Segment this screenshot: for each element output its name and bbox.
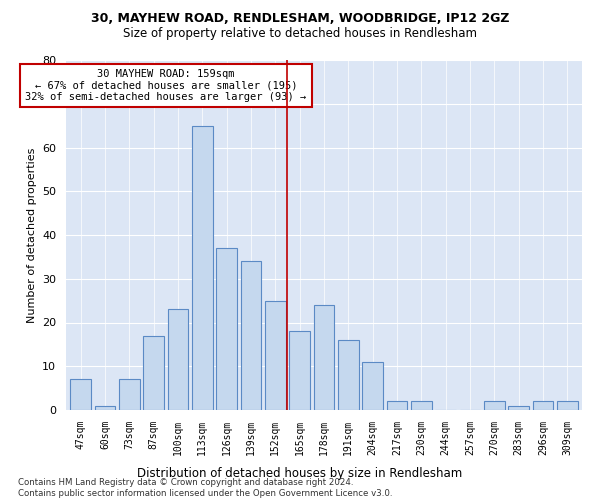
Bar xyxy=(192,126,212,410)
Text: Distribution of detached houses by size in Rendlesham: Distribution of detached houses by size … xyxy=(137,467,463,480)
Bar xyxy=(289,331,310,410)
Bar xyxy=(508,406,529,410)
Bar xyxy=(265,300,286,410)
Bar xyxy=(386,401,407,410)
Bar xyxy=(70,380,91,410)
Bar xyxy=(411,401,432,410)
Bar xyxy=(95,406,115,410)
Text: 30, MAYHEW ROAD, RENDLESHAM, WOODBRIDGE, IP12 2GZ: 30, MAYHEW ROAD, RENDLESHAM, WOODBRIDGE,… xyxy=(91,12,509,26)
Text: 30 MAYHEW ROAD: 159sqm
← 67% of detached houses are smaller (195)
32% of semi-de: 30 MAYHEW ROAD: 159sqm ← 67% of detached… xyxy=(25,69,307,102)
Text: Contains HM Land Registry data © Crown copyright and database right 2024.
Contai: Contains HM Land Registry data © Crown c… xyxy=(18,478,392,498)
Bar xyxy=(362,362,383,410)
Bar xyxy=(533,401,553,410)
Bar xyxy=(167,310,188,410)
Bar xyxy=(484,401,505,410)
Bar xyxy=(241,261,262,410)
Bar xyxy=(119,380,140,410)
Bar xyxy=(143,336,164,410)
Bar xyxy=(557,401,578,410)
Bar xyxy=(314,305,334,410)
Bar xyxy=(338,340,359,410)
Bar xyxy=(216,248,237,410)
Y-axis label: Number of detached properties: Number of detached properties xyxy=(26,148,37,322)
Text: Size of property relative to detached houses in Rendlesham: Size of property relative to detached ho… xyxy=(123,28,477,40)
